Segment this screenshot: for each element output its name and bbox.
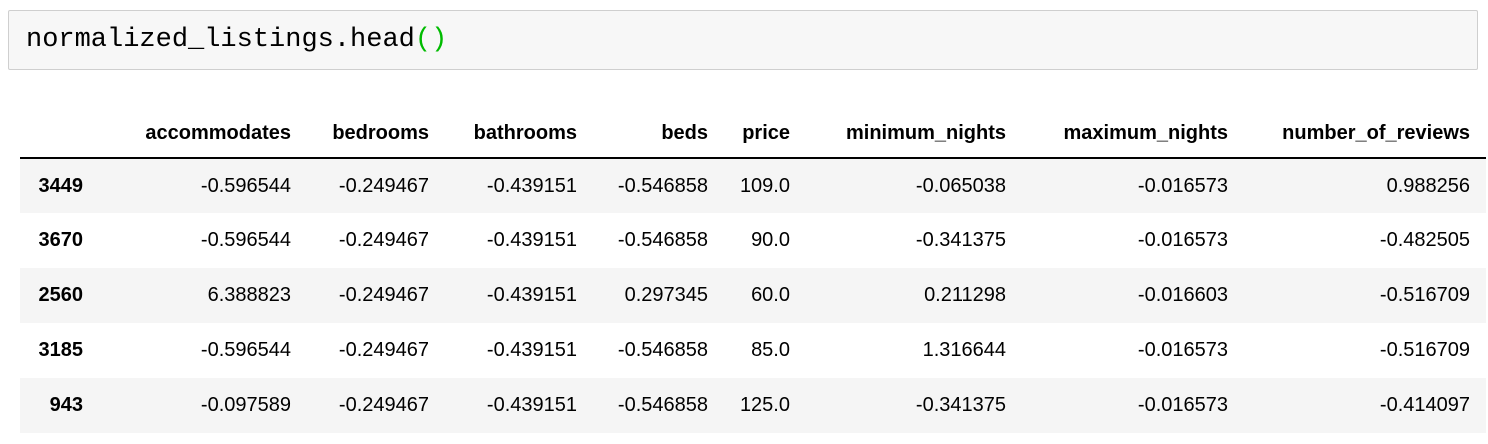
table-row: 3185 -0.596544 -0.249467 -0.439151 -0.546858…	[20, 323, 1486, 378]
column-header-beds: beds	[577, 110, 708, 159]
output-area: accommodates bedrooms bathrooms beds price mi…	[20, 110, 1486, 433]
cell-beds: -0.546858	[617, 339, 708, 361]
dataframe-table: accommodates bedrooms bathrooms beds price mi…	[20, 110, 1486, 433]
column-header-bedrooms: bedrooms	[291, 110, 429, 159]
cell-maximum_nights: -0.016573	[1137, 229, 1228, 251]
table-row: 2560 6.388823 -0.249467 -0.439151 0.297345 60…	[20, 268, 1486, 323]
cell-accommodates: -0.097589	[200, 394, 291, 416]
cell-number_of_reviews: -0.516709	[1379, 339, 1470, 361]
column-header-maximum_nights: maximum_nights	[1006, 110, 1228, 159]
cell-bathrooms: -0.439151	[486, 284, 577, 306]
cell-minimum_nights: -0.341375	[915, 394, 1006, 416]
cell-maximum_nights: -0.016573	[1137, 174, 1228, 197]
cell-minimum_nights: 1.316644	[922, 339, 1006, 361]
cell-price: 125.0	[739, 394, 790, 416]
code-input-cell[interactable]: normalized_listings.head()	[8, 10, 1478, 70]
cell-maximum_nights: -0.016573	[1137, 339, 1228, 361]
cell-number_of_reviews: 0.988256	[1386, 174, 1470, 197]
table-row: 943 -0.097589 -0.249467 -0.439151 -0.546858 1…	[20, 378, 1486, 433]
cell-beds: -0.546858	[617, 174, 708, 197]
cell-accommodates: -0.596544	[200, 229, 291, 251]
row-index-cell: 2560	[38, 284, 84, 306]
cell-bathrooms: -0.439151	[486, 174, 577, 197]
dataframe-body: 3449 -0.596544 -0.249467 -0.439151 -0.546858…	[20, 158, 1486, 433]
code-expression: normalized_listings.head	[26, 25, 415, 55]
column-header-bathrooms: bathrooms	[429, 110, 577, 159]
cell-accommodates: 6.388823	[207, 284, 291, 306]
cell-minimum_nights: -0.341375	[915, 229, 1006, 251]
cell-maximum_nights: -0.016603	[1137, 284, 1228, 306]
cell-beds: -0.546858	[617, 394, 708, 416]
table-row: 3670 -0.596544 -0.249467 -0.439151 -0.546858…	[20, 213, 1486, 268]
cell-minimum_nights: 0.211298	[924, 284, 1006, 306]
cell-bathrooms: -0.439151	[486, 339, 577, 361]
column-header-price: price	[708, 110, 790, 159]
cell-number_of_reviews: -0.414097	[1379, 394, 1470, 416]
cell-beds: 0.297345	[624, 284, 708, 306]
cell-bedrooms: -0.249467	[338, 394, 429, 416]
column-header-accommodates: accommodates	[83, 110, 291, 159]
row-index-cell: 3449	[38, 174, 84, 197]
cell-accommodates: -0.596544	[200, 174, 291, 197]
cell-price: 90.0	[751, 229, 790, 251]
cell-minimum_nights: -0.065038	[915, 174, 1006, 197]
index-header-cell	[20, 110, 83, 159]
code-matching-brackets: ()	[414, 25, 448, 55]
cell-bedrooms: -0.249467	[338, 229, 429, 251]
cell-price: 109.0	[739, 174, 790, 197]
column-header-number_of_reviews: number_of_reviews	[1228, 110, 1486, 159]
code-text: normalized_listings.head()	[9, 11, 1477, 57]
cell-number_of_reviews: -0.516709	[1379, 284, 1470, 306]
cell-price: 60.0	[751, 284, 790, 306]
column-header-minimum_nights: minimum_nights	[790, 110, 1006, 159]
cell-bedrooms: -0.249467	[338, 339, 429, 361]
cell-bedrooms: -0.249467	[338, 284, 429, 306]
row-index-cell: 3185	[38, 339, 84, 361]
cell-accommodates: -0.596544	[200, 339, 291, 361]
cell-maximum_nights: -0.016573	[1137, 394, 1228, 416]
cell-bedrooms: -0.249467	[338, 174, 429, 197]
table-row: 3449 -0.596544 -0.249467 -0.439151 -0.546858…	[20, 158, 1486, 213]
row-index-cell: 943	[49, 394, 83, 416]
cell-price: 85.0	[751, 339, 790, 361]
cell-beds: -0.546858	[617, 229, 708, 251]
row-index-cell: 3670	[38, 229, 84, 251]
dataframe-header-row: accommodates bedrooms bathrooms beds price mi…	[20, 110, 1486, 159]
cell-bathrooms: -0.439151	[486, 229, 577, 251]
cell-bathrooms: -0.439151	[486, 394, 577, 416]
cell-number_of_reviews: -0.482505	[1379, 229, 1470, 251]
